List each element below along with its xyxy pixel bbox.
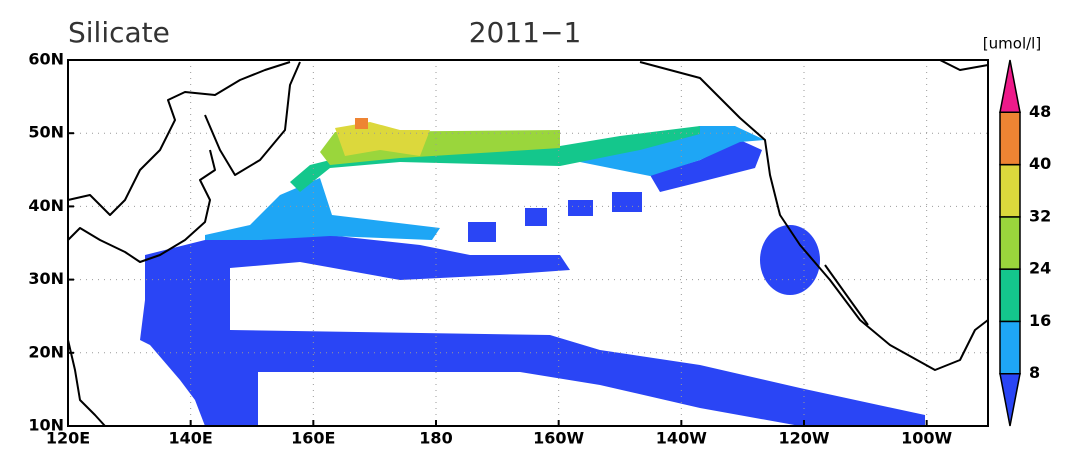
x-tick-label: 120W [778,429,829,448]
y-tick-label: 60N [28,50,64,69]
colorbar-label: 24 [1029,259,1051,278]
field-region [612,192,642,212]
x-tick-label: 160W [533,429,584,448]
colorbar-label: 48 [1029,102,1051,121]
coastline [639,61,989,371]
field-region [290,126,700,192]
coastline [67,149,216,263]
field-region [525,208,547,226]
x-tick-label: 180 [419,429,452,448]
field-region [335,122,430,156]
x-tick-label: 120E [46,429,90,448]
x-tick-label: 140E [169,429,213,448]
coastline [824,264,869,326]
colorbar-swatch [999,111,1021,166]
coastline [67,61,291,216]
date: 2011−1 [469,16,582,49]
colorbar-label: 32 [1029,206,1051,225]
colorbar: 8 16 24 32 40 48 [999,59,1051,427]
y-tick-label: 10N [28,416,64,435]
coastline [67,59,989,427]
x-tick-label: 140W [656,429,707,448]
field-region [355,118,368,129]
title: Silicate [68,16,170,49]
y-tick-label: 50N [28,123,64,142]
x-tick-label: 160E [291,429,335,448]
field-region [760,225,820,295]
colorbar-swatch [999,216,1021,270]
colorbar-swatch [999,268,1021,323]
y-tick-label: 30N [28,269,64,288]
y-tick-label: 20N [28,342,64,361]
colorbar-swatch [999,163,1021,218]
field-region [205,178,440,240]
colorbar-swatch [999,320,1021,375]
map-frame [67,59,989,427]
colorbar-swatch [999,59,1021,114]
field-region [568,200,593,216]
field-region [560,126,765,176]
units: [umol/l] [983,35,1041,53]
field [140,118,925,426]
field-region [468,222,496,242]
coastline [67,339,106,427]
colorbar-label: 16 [1029,311,1051,330]
colorbar-label: 40 [1029,154,1051,173]
coastline [939,59,989,71]
x-tick-label: 100W [901,429,952,448]
y-tick-label: 40N [28,196,64,215]
colorbar-swatch [999,372,1021,427]
coastline [204,61,301,176]
field-region [650,140,762,192]
colorbar-label: 8 [1029,363,1040,382]
field-region [140,232,925,426]
